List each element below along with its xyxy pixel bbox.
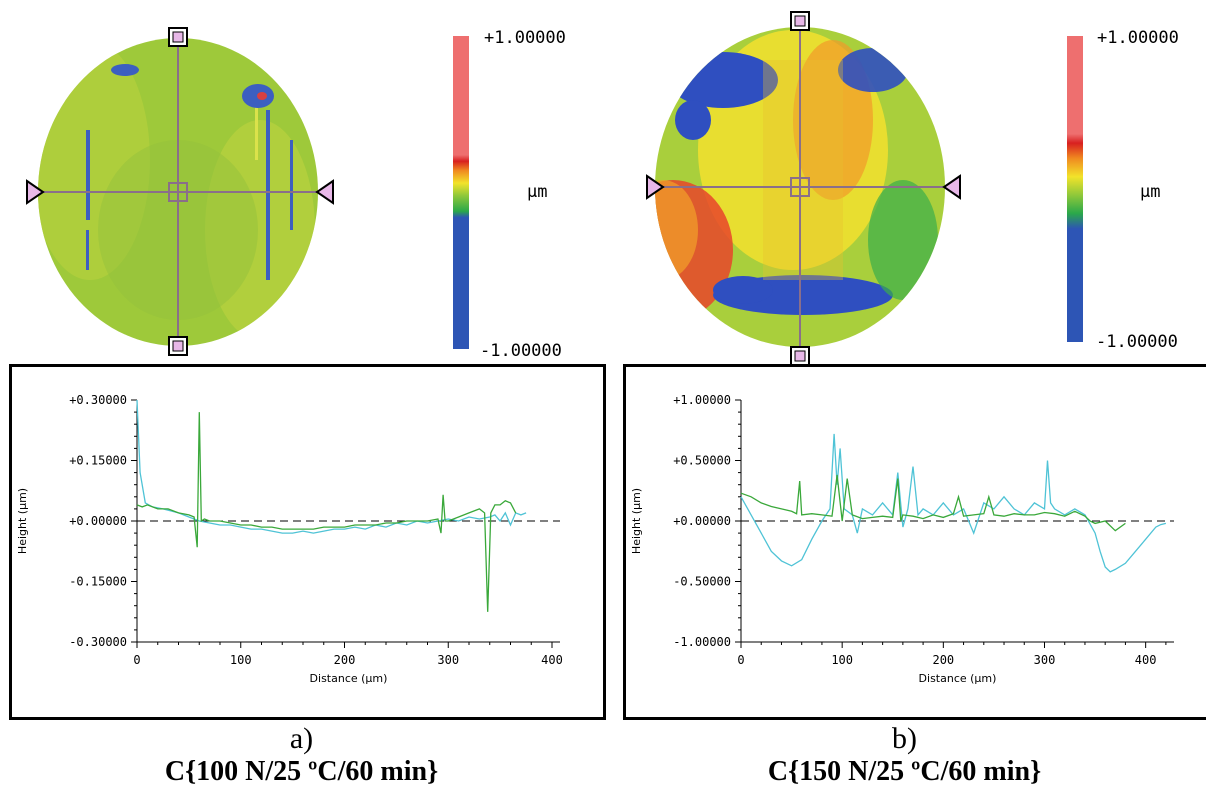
- top-handle[interactable]: [790, 11, 810, 31]
- top-handle[interactable]: [168, 27, 188, 47]
- y-axis-title: Height (µm): [16, 488, 29, 554]
- map-texture: [655, 30, 938, 320]
- y-tick-label: +0.00000: [69, 514, 127, 528]
- y-tick-label: +0.00000: [673, 514, 731, 528]
- y-tick-label: -0.30000: [69, 635, 127, 649]
- y-tick-label: +0.50000: [673, 454, 731, 468]
- x-tick-label: 400: [541, 653, 563, 667]
- x-tick-label: 400: [1135, 653, 1157, 667]
- panel-a: +1.00000 µm -1.00000 +0.30000 +0.15000 +0.…: [9, 27, 606, 787]
- left-handle[interactable]: [646, 174, 665, 200]
- profile-chart-b-frame: +1.00000 +0.50000 +0.00000 -0.50000 -1.00000…: [623, 364, 1206, 720]
- colorbar-max-label: +1.00000: [1097, 28, 1179, 48]
- bottom-handle[interactable]: [790, 346, 810, 366]
- y-tick-label: -0.15000: [69, 575, 127, 589]
- bottom-handle[interactable]: [168, 336, 188, 356]
- caption-letter-b: b): [892, 722, 917, 755]
- colorbar-min-label: -1.00000: [1096, 332, 1178, 352]
- panel-b: +1.00000 µm -1.00000 +1.00000 +0.50000 +0.…: [603, 0, 1206, 795]
- x-tick-label: 200: [932, 653, 954, 667]
- colorbar-unit-label: µm: [527, 182, 548, 202]
- caption-condition-b: C{150 N/25 ºC/60 min}: [767, 756, 1042, 787]
- colorbar-a: [453, 36, 469, 349]
- y-tick-label: +0.30000: [69, 393, 127, 407]
- y-axis-title: Height (µm): [630, 488, 643, 554]
- crosshair-center-marker[interactable]: [790, 177, 810, 197]
- left-handle[interactable]: [26, 179, 45, 205]
- x-tick-label: 300: [437, 653, 459, 667]
- profile-chart-a-frame: +0.30000 +0.15000 +0.00000 -0.15000 -0.30000…: [9, 364, 606, 720]
- y-tick-label: +1.00000: [673, 393, 731, 407]
- x-tick-label: 200: [334, 653, 356, 667]
- y-tick-label: -1.00000: [673, 635, 731, 649]
- x-tick-label: 0: [133, 653, 140, 667]
- colorbar-max-label: +1.00000: [484, 28, 566, 48]
- colorbar-unit-label: µm: [1140, 182, 1161, 202]
- x-tick-label: 300: [1034, 653, 1056, 667]
- x-tick-label: 100: [831, 653, 853, 667]
- profile-chart-b: +1.00000 +0.50000 +0.00000 -0.50000 -1.00000…: [630, 393, 1174, 685]
- series-line-0: [740, 433, 1167, 573]
- profile-chart-a: +0.30000 +0.15000 +0.00000 -0.15000 -0.30000…: [16, 393, 563, 685]
- colorbar-b: [1067, 36, 1083, 342]
- x-tick-label: 100: [230, 653, 252, 667]
- series-line-1: [740, 474, 1126, 532]
- x-tick-label: 0: [737, 653, 744, 667]
- caption-condition-a: C{100 N/25 ºC/60 min}: [164, 756, 439, 787]
- series-line-0: [136, 399, 527, 534]
- right-handle[interactable]: [315, 179, 334, 205]
- series-line-1: [136, 412, 517, 612]
- y-tick-label: +0.15000: [69, 454, 127, 468]
- crosshair-center-marker[interactable]: [168, 182, 188, 202]
- colorbar-min-label: -1.00000: [480, 341, 562, 361]
- surface-map-b: [646, 11, 961, 366]
- caption-letter-a: a): [289, 722, 314, 755]
- x-axis-title: Distance (µm): [310, 672, 388, 685]
- surface-map-a: [26, 27, 334, 356]
- y-tick-label: -0.50000: [673, 575, 731, 589]
- x-axis-title: Distance (µm): [919, 672, 997, 685]
- right-handle[interactable]: [942, 174, 961, 200]
